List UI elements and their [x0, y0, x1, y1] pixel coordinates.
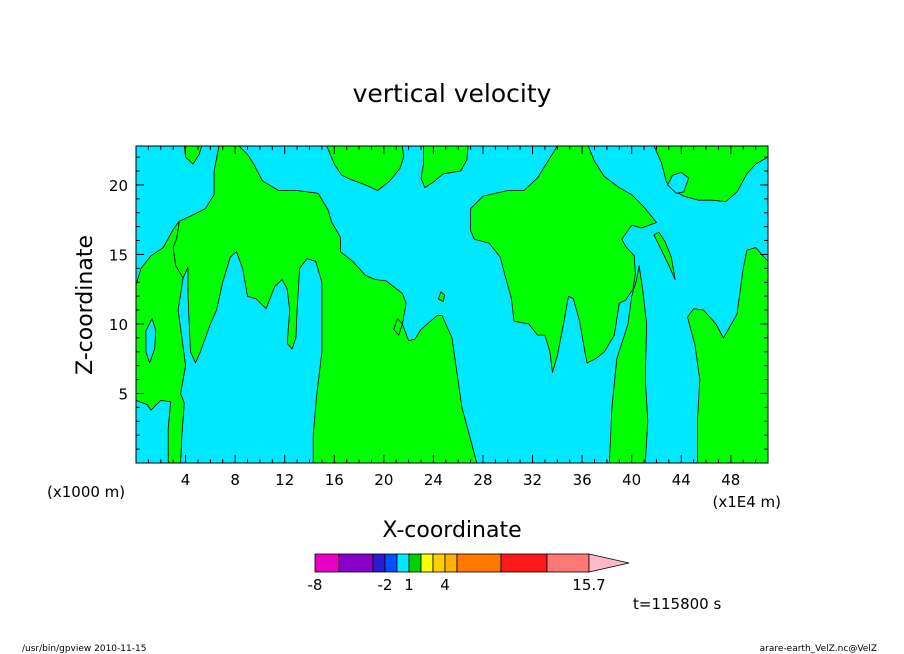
contour-region-left-edge — [136, 220, 187, 463]
contour-region-speck-upper-center — [437, 291, 446, 303]
x-unit-left: (x1000 m) — [47, 483, 125, 501]
colorbar-segment — [432, 553, 446, 573]
colorbar-segment — [314, 553, 340, 573]
x-tick-label: 40 — [622, 471, 641, 489]
contour-region-upper-center-blob — [326, 146, 405, 191]
contour-region-upper-center-right-blob — [420, 146, 469, 189]
colorbar-segment — [384, 553, 398, 573]
x-tick-label: 44 — [672, 471, 691, 489]
colorbar-segment — [546, 553, 590, 573]
x-tick-label: 32 — [523, 471, 542, 489]
x-tick-label: 24 — [424, 471, 443, 489]
x-tick-label: 48 — [721, 471, 740, 489]
colorbar-label: 4 — [440, 576, 450, 594]
plot-area — [135, 145, 769, 464]
colorbar-label: -8 — [308, 576, 323, 594]
y-axis-label: Z-coordinate — [73, 235, 98, 375]
colorbar-segment — [420, 553, 434, 573]
x-axis-label: X-coordinate — [382, 518, 521, 543]
x-tick-label: 16 — [325, 471, 344, 489]
contour-region-speck-center — [393, 317, 403, 336]
contour-region-upper-right-hole — [667, 171, 690, 194]
x-tick-label: 12 — [275, 471, 294, 489]
colorbar-segment — [456, 553, 502, 573]
footer-left: /usr/bin/gpview 2010-11-15 — [22, 644, 146, 654]
y-tick-label: 10 — [109, 316, 128, 334]
contour-region-small-blob-right — [653, 231, 676, 280]
colorbar-segment — [408, 553, 422, 573]
time-label: t=115800 s — [633, 595, 721, 613]
colorbar-segment — [372, 553, 386, 573]
x-tick-label: 36 — [573, 471, 592, 489]
y-tick-label: 20 — [109, 177, 128, 195]
y-axis: 5 10 15 20 — [109, 156, 768, 450]
plot-frame — [135, 145, 769, 464]
colorbar-extension-triangle — [588, 553, 630, 573]
x-unit-right: (x1E4 m) — [712, 493, 781, 511]
colorbar: -8 -2 1 4 15.7 — [308, 553, 630, 594]
x-tick-label: 8 — [230, 471, 240, 489]
contour-region-upper-left — [172, 146, 478, 463]
colorbar-segment — [500, 553, 548, 573]
x-tick-label: 4 — [181, 471, 191, 489]
colorbar-segment — [444, 553, 458, 573]
y-tick-label: 5 — [118, 385, 128, 403]
colorbar-segment — [338, 553, 374, 573]
colorbar-label: 15.7 — [572, 576, 605, 594]
footer-right: arare-earth_VelZ.nc@VelZ — [760, 644, 877, 654]
x-tick-label: 20 — [374, 471, 393, 489]
y-tick-label: 15 — [109, 246, 128, 264]
contour-region-small-blob-top-left — [183, 146, 203, 165]
x-axis: 4 8 12 16 20 24 28 32 36 40 44 48 — [135, 146, 769, 489]
colorbar-segment — [396, 553, 410, 573]
contour-region-left-edge-hole — [145, 317, 157, 364]
contour-region-right-column — [609, 265, 649, 463]
colorbar-label: -2 — [378, 576, 393, 594]
x-tick-label: 28 — [473, 471, 492, 489]
colorbar-label: 1 — [404, 576, 414, 594]
contour-region-mid-right-blob — [470, 146, 657, 374]
chart-title: vertical velocity — [353, 79, 552, 108]
